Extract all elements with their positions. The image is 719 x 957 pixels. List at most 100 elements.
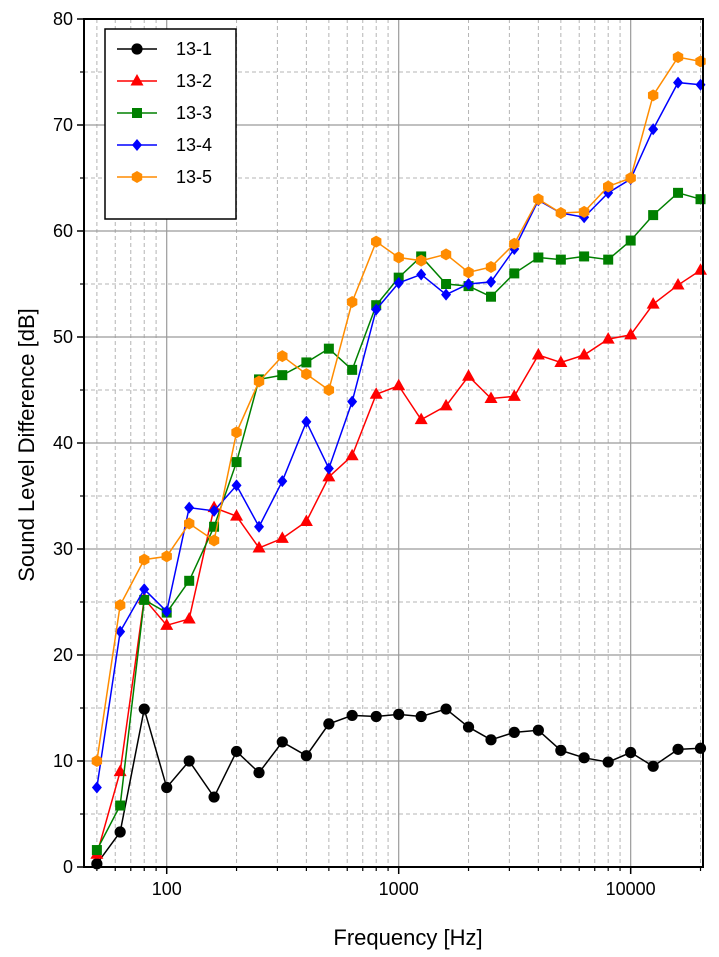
legend-marker <box>132 108 142 118</box>
data-point <box>509 237 520 250</box>
y-tick-label: 40 <box>53 433 73 453</box>
data-point <box>346 296 358 309</box>
data-point <box>160 618 174 630</box>
data-point <box>577 348 591 360</box>
data-point <box>299 514 313 526</box>
data-point <box>161 605 172 618</box>
data-point <box>579 251 590 262</box>
data-point <box>415 710 427 723</box>
data-point <box>673 76 684 89</box>
data-point <box>695 55 706 68</box>
data-point <box>439 398 453 411</box>
series-13-1 <box>91 703 707 870</box>
data-point <box>276 736 288 748</box>
data-point <box>323 343 334 354</box>
legend-label: 13-3 <box>176 103 212 123</box>
data-point <box>91 781 102 794</box>
data-point <box>231 479 242 492</box>
legend-marker <box>131 171 143 183</box>
data-point <box>300 750 312 762</box>
legend-marker <box>131 43 143 55</box>
data-point <box>486 275 497 288</box>
y-tick-label: 60 <box>53 221 73 241</box>
data-point <box>252 540 266 553</box>
data-point <box>230 745 243 758</box>
data-point <box>508 726 520 738</box>
data-point <box>301 368 312 381</box>
data-point <box>603 254 614 265</box>
data-point <box>114 826 126 838</box>
data-point <box>208 534 220 547</box>
data-point <box>602 756 614 768</box>
data-point <box>463 278 474 290</box>
data-point <box>91 755 103 767</box>
y-tick-label: 70 <box>53 115 73 135</box>
data-point <box>209 521 220 532</box>
data-point <box>183 755 195 767</box>
data-point <box>672 51 684 64</box>
data-point <box>695 78 706 91</box>
y-tick-label: 20 <box>53 645 73 665</box>
data-point <box>323 718 335 730</box>
data-point <box>578 205 590 218</box>
legend-box <box>104 28 237 220</box>
data-point <box>440 703 452 715</box>
data-point <box>647 760 659 772</box>
data-point <box>139 583 150 596</box>
data-point <box>486 291 497 302</box>
data-point <box>672 743 684 755</box>
data-point <box>415 254 427 267</box>
data-point <box>485 734 497 746</box>
data-point <box>230 509 244 521</box>
y-tick-label: 0 <box>63 857 73 877</box>
data-point <box>625 235 636 246</box>
data-point <box>416 268 427 281</box>
data-point <box>345 448 359 461</box>
data-point <box>346 709 358 722</box>
data-point <box>369 387 383 399</box>
data-point <box>555 206 567 219</box>
data-point <box>184 575 195 586</box>
data-point <box>275 531 289 543</box>
data-point <box>370 710 382 723</box>
data-point <box>484 391 498 403</box>
x-tick-label: 10000 <box>606 879 656 899</box>
data-point <box>673 187 684 198</box>
data-point <box>139 594 150 605</box>
data-point <box>138 703 150 715</box>
legend-marker <box>132 139 142 151</box>
legend-label: 13-5 <box>176 167 212 187</box>
data-point <box>694 742 707 754</box>
data-point <box>532 724 544 736</box>
data-point <box>441 288 452 301</box>
data-point <box>647 89 659 102</box>
data-point <box>462 369 476 381</box>
series-13-3 <box>91 187 706 856</box>
data-point <box>694 263 708 275</box>
data-point <box>323 384 335 396</box>
data-point <box>603 180 614 193</box>
y-tick-label: 80 <box>53 9 73 29</box>
data-point <box>441 279 452 289</box>
data-point <box>347 364 358 375</box>
legend: 13-1 13-2 13-3 13-4 13-5 <box>104 28 237 220</box>
y-axis-title: Sound Level Difference [dB] <box>14 308 39 582</box>
data-point <box>393 251 404 264</box>
data-point <box>371 303 382 316</box>
data-point <box>463 266 474 279</box>
axis-ticks: 0 10 20 30 40 50 60 70 80 100 1000 10000 <box>53 9 702 899</box>
data-point <box>323 462 334 475</box>
data-point <box>161 781 173 794</box>
data-point <box>646 297 660 309</box>
data-point <box>253 767 265 779</box>
data-point <box>695 194 706 205</box>
data-point <box>231 457 242 468</box>
data-point <box>115 625 126 638</box>
y-tick-label: 50 <box>53 327 73 347</box>
data-point <box>440 248 452 261</box>
data-point <box>371 235 382 248</box>
data-point <box>91 845 102 856</box>
data-point <box>392 378 406 391</box>
legend-label: 13-4 <box>176 135 212 155</box>
